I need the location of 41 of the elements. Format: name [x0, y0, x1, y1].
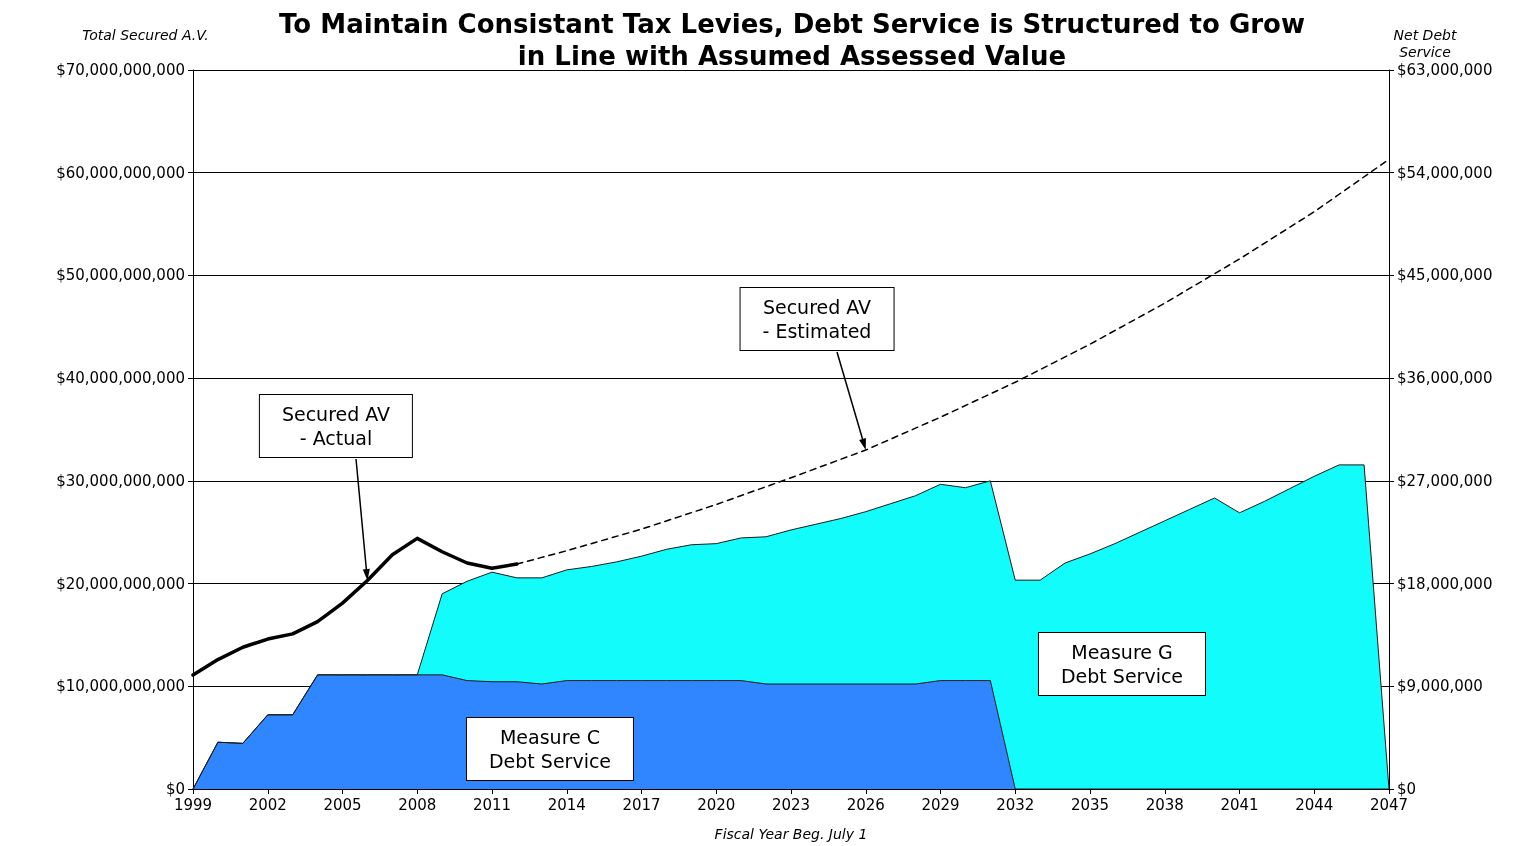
y2-tick-label: $27,000,000: [1397, 471, 1493, 490]
x-tick-label: 2029: [921, 795, 960, 814]
x-tick-label: 2044: [1295, 795, 1334, 814]
y-tick-label: $30,000,000,000: [56, 471, 185, 490]
y2-tick-label: $63,000,000: [1397, 61, 1493, 79]
x-tick-label: 2035: [1070, 795, 1110, 814]
x-tick-label: 2041: [1220, 795, 1259, 814]
y-tick-label: $60,000,000,000: [56, 163, 185, 182]
y-tick-label: $0: [165, 780, 185, 798]
chart-title: To Maintain Consistant Tax Levies, Debt Service is Structured to Grow in Line with Assumed Assessed Value: [279, 9, 1305, 71]
x-tick-label: 2047: [1369, 795, 1409, 814]
y-tick-label: $10,000,000,000: [56, 677, 185, 696]
x-tick-label: 2008: [398, 795, 437, 814]
x-tick-label: 2002: [248, 795, 287, 814]
x-tick-label: 2014: [547, 795, 586, 814]
x-tick-label: 2026: [846, 795, 885, 814]
y-tick-label: $20,000,000,000: [56, 574, 185, 593]
x-tick-label: 2011: [472, 795, 512, 814]
y-tick-label: $50,000,000,000: [56, 266, 185, 285]
y-axis-title: Total Secured A.V.: [82, 27, 209, 43]
y2-axis-title: Net Debt Service: [1393, 26, 1457, 60]
text: Secured AV - Estimated: [739, 287, 895, 351]
x-tick-label: 1999: [173, 795, 213, 814]
y2-tick-label: $18,000,000: [1397, 574, 1493, 593]
series-label: Measure G Debt Service: [1037, 632, 1207, 696]
x-tick-label: 2023: [771, 795, 811, 814]
y-tick-label: $70,000,000,000: [56, 61, 185, 79]
y2-tick-label: $9,000,000: [1397, 677, 1483, 696]
x-axis-title: Fiscal Year Beg. July 1: [714, 826, 868, 842]
x-tick-label: 2005: [323, 795, 362, 814]
y2-tick-label: $45,000,000: [1397, 266, 1493, 285]
text: Secured AV - Actual: [258, 394, 414, 458]
y2-tick-label: $0: [1397, 780, 1417, 798]
series-label: Measure C Debt Service: [465, 717, 635, 781]
y2-tick-label: $54,000,000: [1397, 163, 1493, 182]
y-tick-label: $40,000,000,000: [56, 369, 185, 388]
x-tick-label: 2038: [1145, 795, 1184, 814]
y2-tick-label: $36,000,000: [1397, 369, 1493, 388]
x-tick-label: 2020: [697, 795, 736, 814]
x-tick-label: 2017: [622, 795, 661, 814]
x-tick-label: 2032: [996, 795, 1035, 814]
